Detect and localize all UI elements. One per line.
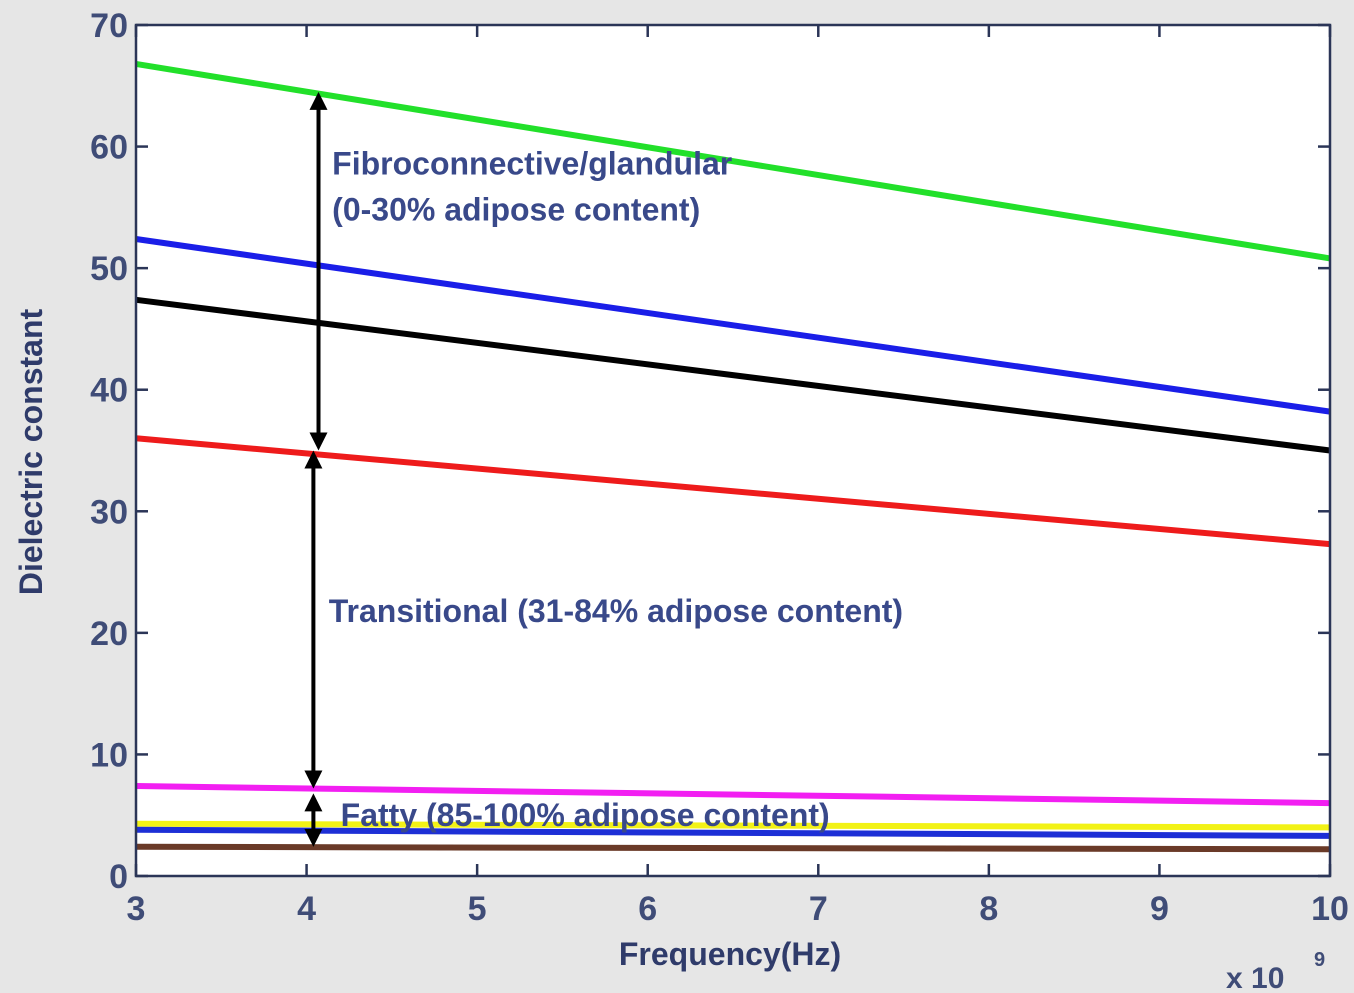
annotation-label-1: (0-30% adipose content)	[332, 192, 700, 228]
y-tick-label-4: 40	[90, 372, 128, 410]
x-tick-label-7: 10	[1311, 890, 1349, 928]
series-line-2	[135, 296, 1331, 454]
double-arrow-2	[304, 793, 323, 847]
double-arrow-1	[304, 450, 323, 789]
double-arrow-0	[309, 91, 328, 451]
tick-layer: 3 4 5 6 7 8 9 10 0 10 20 30 40 50 60 70	[90, 7, 1349, 928]
arrow-layer	[304, 91, 328, 847]
series-layer	[135, 60, 1331, 853]
annotation-label-2: Transitional (31-84% adipose content)	[329, 593, 903, 629]
x-tick-label-6: 9	[1150, 890, 1169, 928]
x-multiplier-label: x 10	[1226, 962, 1284, 993]
x-tick-label-4: 7	[809, 890, 828, 928]
y-tick-label-3: 30	[90, 493, 128, 531]
plot-frame	[134, 23, 1332, 878]
annotation-layer: Fibroconnective/glandular (0-30% adipose …	[329, 146, 903, 834]
x-axis-title: Frequency(Hz)	[619, 936, 841, 972]
y-axis-title: Dielectric constant	[13, 309, 49, 596]
series-line-0	[135, 60, 1331, 262]
y-tick-label-1: 10	[90, 736, 128, 774]
x-tick-label-1: 4	[297, 890, 316, 928]
x-tick-label-3: 6	[638, 890, 657, 928]
y-tick-label-6: 60	[90, 129, 128, 167]
plot-area	[136, 25, 1330, 876]
x-tick-label-2: 5	[468, 890, 487, 928]
annotation-label-3: Fatty (85-100% adipose content)	[341, 797, 830, 833]
y-tick-label-2: 20	[90, 615, 128, 653]
annotation-label-0: Fibroconnective/glandular	[332, 146, 732, 182]
series-line-3	[135, 435, 1331, 548]
y-tick-label-0: 0	[109, 858, 128, 896]
x-tick-label-5: 8	[979, 890, 998, 928]
series-line-4	[135, 783, 1331, 807]
series-line-6	[135, 826, 1331, 839]
series-line-5	[135, 820, 1331, 831]
x-multiplier-exponent: 9	[1314, 949, 1325, 971]
y-tick-label-7: 70	[90, 7, 128, 45]
y-tick-label-5: 50	[90, 250, 128, 288]
series-line-7	[135, 843, 1331, 853]
x-tick-label-0: 3	[127, 890, 146, 928]
series-line-1	[135, 236, 1331, 415]
